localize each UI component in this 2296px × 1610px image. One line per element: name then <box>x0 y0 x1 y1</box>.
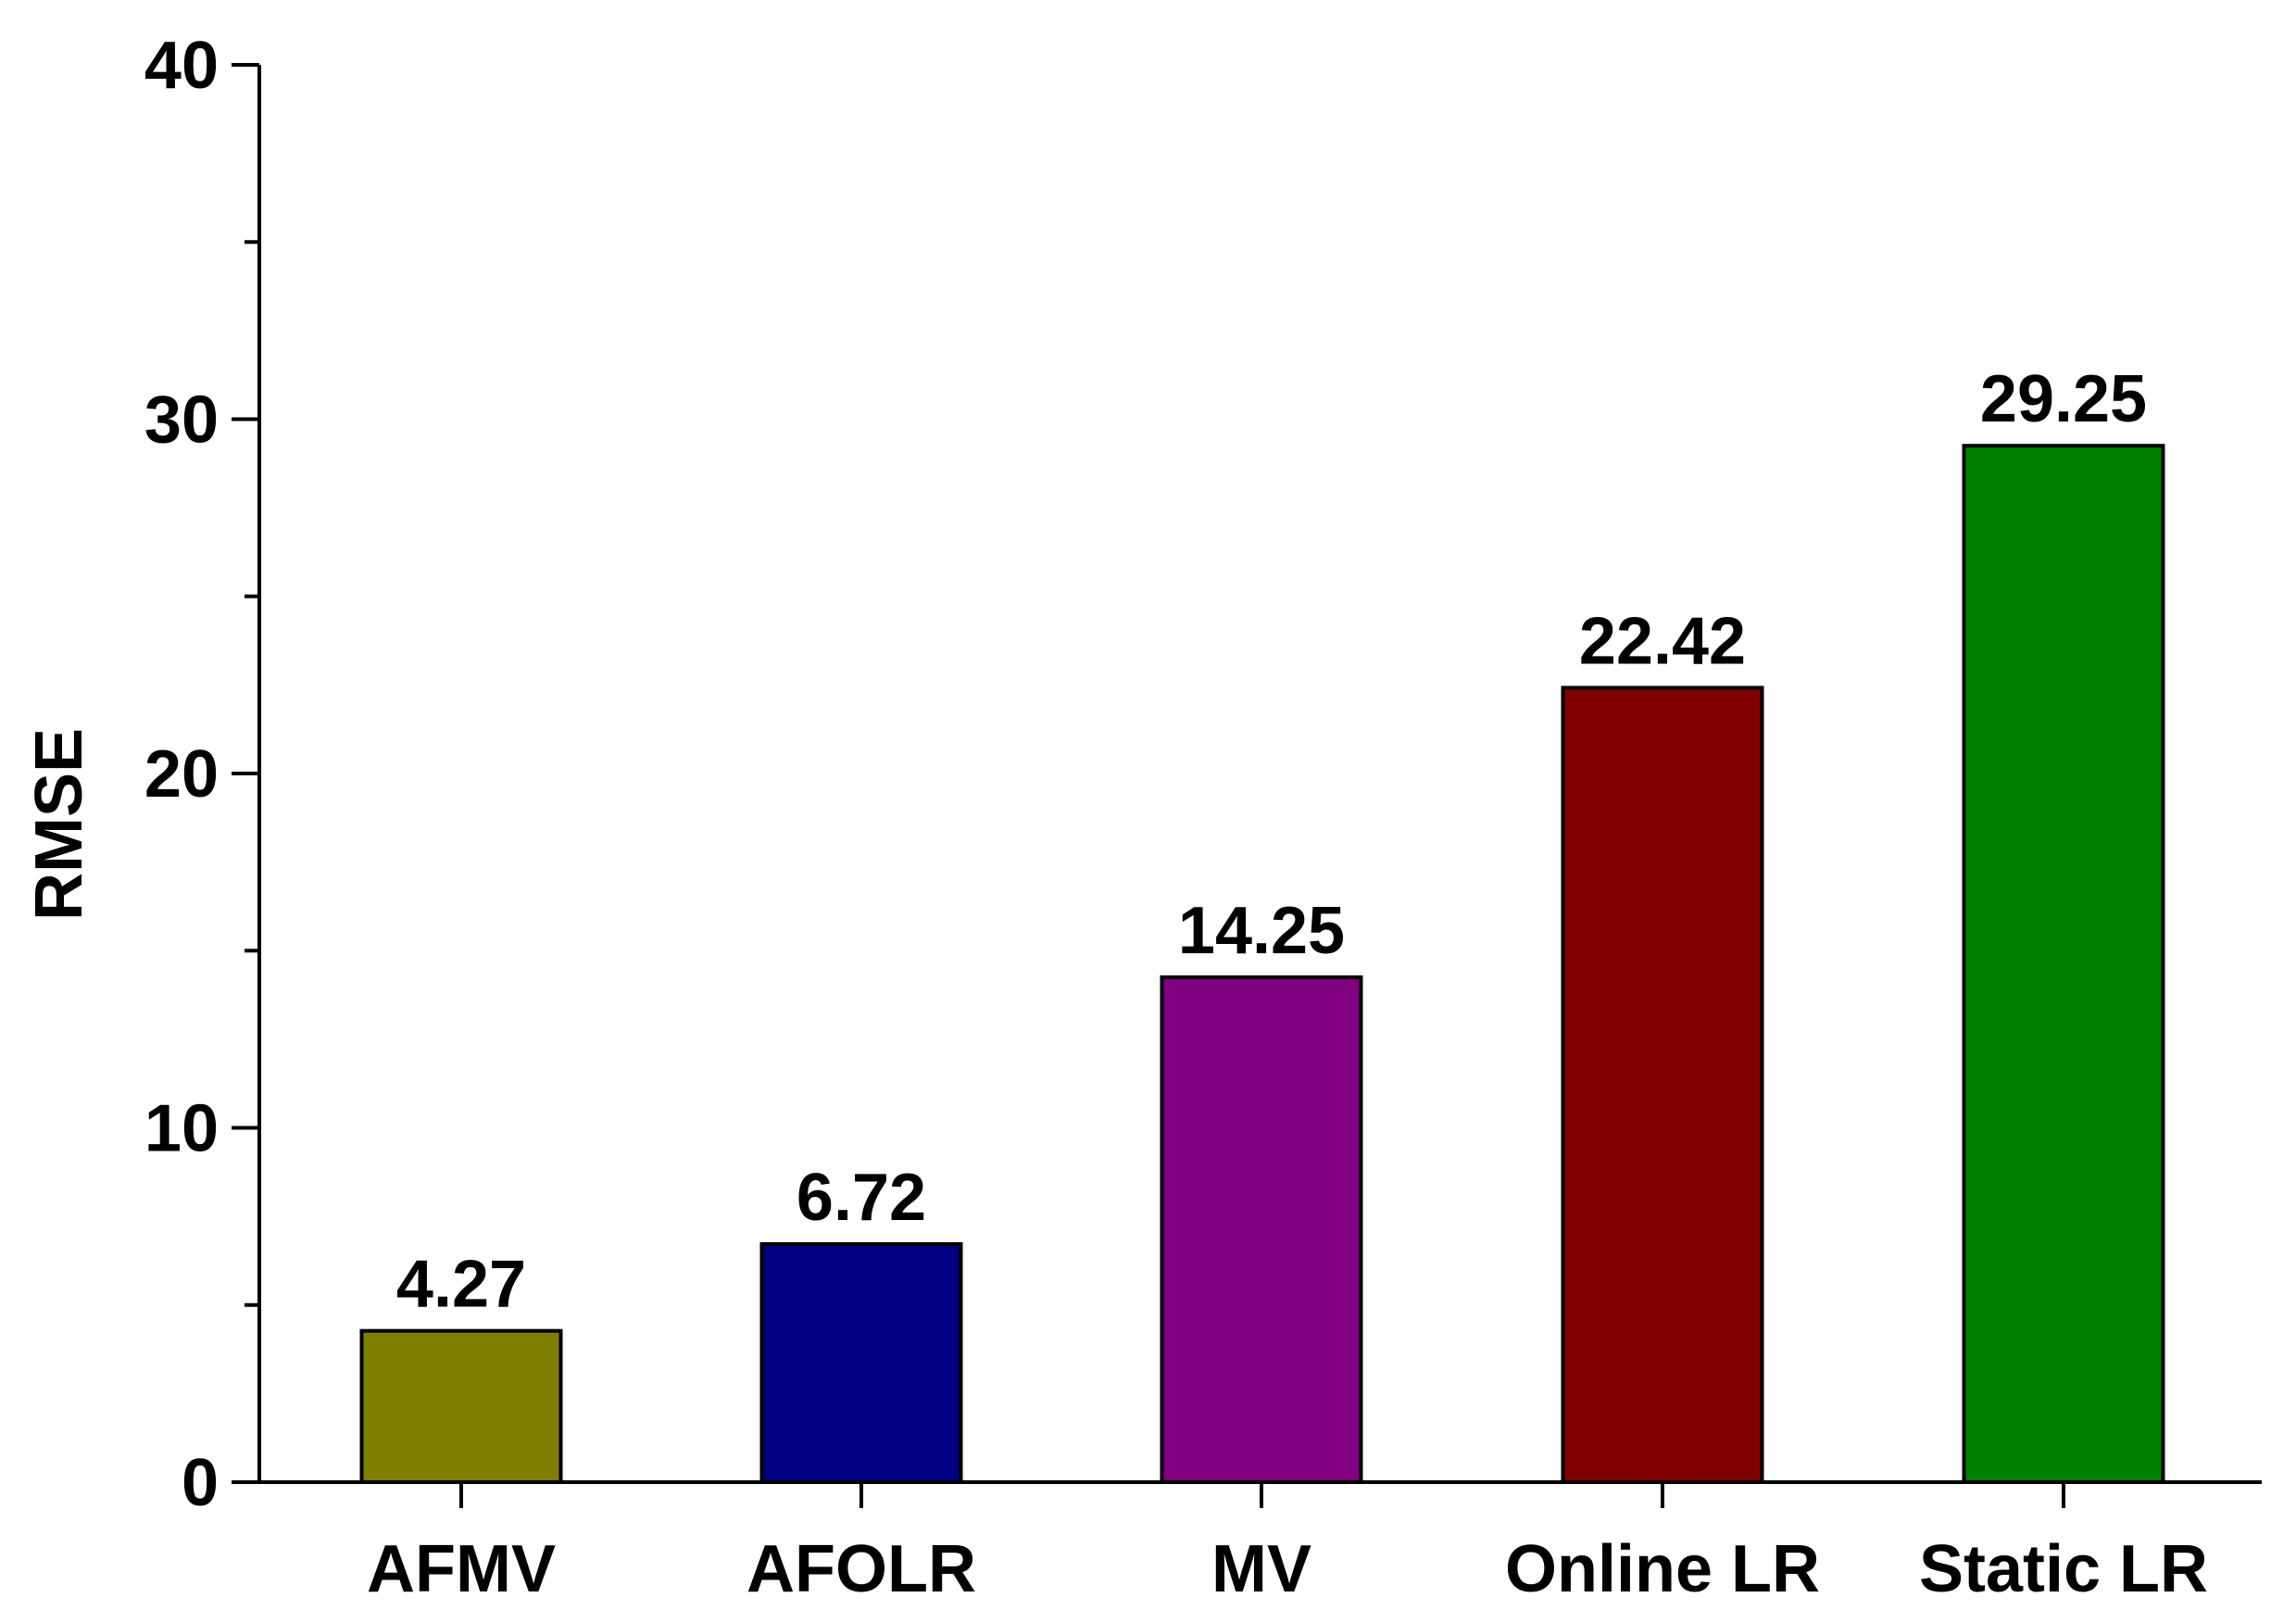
y-tick-label: 0 <box>182 1446 219 1520</box>
x-tick-label: Online LR <box>1505 1532 1820 1606</box>
x-tick-label: Static LR <box>1919 1532 2208 1606</box>
bar-online-lr <box>1561 686 1764 1484</box>
bar-static-lr <box>1962 444 2165 1484</box>
bar-afmv <box>359 1328 563 1484</box>
data-label: 29.25 <box>1980 362 2147 436</box>
data-label: 4.27 <box>396 1248 526 1322</box>
y-tick-label: 20 <box>144 737 219 811</box>
bars-group <box>359 444 2165 1484</box>
data-labels-group: 4.27 6.72 14.25 22.42 29.25 <box>396 362 2147 1321</box>
data-label: 22.42 <box>1579 604 1746 678</box>
y-axis: 0 10 20 30 40 <box>144 29 261 1520</box>
x-tick-label: MV <box>1211 1532 1311 1606</box>
x-tick-label: AFOLR <box>747 1532 976 1606</box>
y-axis-title: RMSE <box>22 728 96 921</box>
bar-afolr <box>759 1241 963 1484</box>
data-label: 14.25 <box>1178 894 1345 968</box>
data-label: 6.72 <box>797 1161 926 1235</box>
x-axis: AFMV AFOLR MV Online LR Static LR <box>259 1480 2262 1606</box>
y-tick-label: 40 <box>144 29 219 103</box>
y-tick-label: 10 <box>144 1092 219 1166</box>
y-tick-label: 30 <box>144 384 219 458</box>
bar-mv <box>1160 975 1363 1484</box>
x-tick-label: AFMV <box>367 1532 556 1606</box>
